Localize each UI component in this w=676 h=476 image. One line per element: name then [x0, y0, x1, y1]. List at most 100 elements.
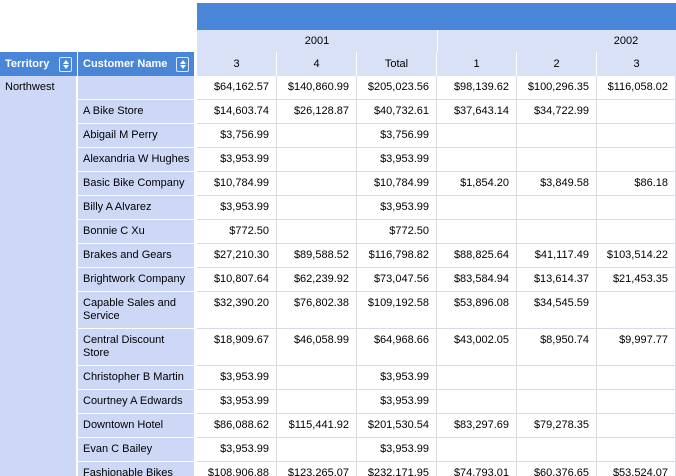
table-row: Central Discount Store $18,909.67 $46,058.…: [78, 329, 676, 366]
year-label: 2002: [613, 34, 639, 47]
value-cell: [277, 172, 357, 196]
header-gap: [194, 52, 197, 76]
value-cell: $3,953.99: [357, 196, 437, 220]
value-cell: [277, 438, 357, 462]
row-gap: [194, 172, 197, 196]
value-cell: $83,297.69: [437, 414, 517, 438]
value-cell: [277, 196, 357, 220]
customer-name-cell: Christopher B Martin: [78, 366, 194, 390]
column-header-q3-2001: 3: [197, 52, 277, 76]
customer-name-cell: Bonnie C Xu: [78, 220, 194, 244]
value-cell: $3,953.99: [197, 390, 277, 414]
value-cell: $40,732.61: [357, 100, 437, 124]
value-cell: $3,756.99: [357, 124, 437, 148]
value-cell: $79,278.35: [517, 414, 597, 438]
row-gap: [194, 220, 197, 244]
value-cell: [517, 390, 597, 414]
value-cell: $60,376.65: [517, 462, 597, 476]
value-cell: [597, 414, 676, 438]
value-cell: [437, 390, 517, 414]
sort-asc-icon: [179, 59, 186, 64]
value-cell: $1,854.20: [437, 172, 517, 196]
value-cell: $18,909.67: [197, 329, 277, 366]
row-gap: [194, 438, 197, 462]
sort-updown-icon[interactable]: [59, 56, 72, 72]
value-cell: $3,953.99: [197, 148, 277, 172]
value-cell: [597, 438, 676, 462]
territory-header-label: Territory: [5, 58, 50, 70]
value-cell: $86.18: [597, 172, 676, 196]
row-gap: [194, 329, 197, 366]
value-cell: $100,296.35: [517, 76, 597, 100]
value-cell: [437, 148, 517, 172]
value-cell: $10,807.64: [197, 268, 277, 292]
table-row: Billy A Alvarez $3,953.99 $3,953.99: [78, 196, 676, 220]
value-cell: [517, 220, 597, 244]
row-gap: [194, 414, 197, 438]
value-cell: $3,953.99: [197, 196, 277, 220]
customer-name-cell: Downtown Hotel: [78, 414, 194, 438]
value-cell: $64,968.66: [357, 329, 437, 366]
value-cell: $3,953.99: [357, 366, 437, 390]
value-cell: $8,950.74: [517, 329, 597, 366]
customer-name-cell: Brakes and Gears: [78, 244, 194, 268]
table-row: Downtown Hotel $86,088.62 $115,441.92 $201,…: [78, 414, 676, 438]
value-cell: [277, 124, 357, 148]
sort-desc-icon: [62, 64, 69, 69]
value-cell: $140,860.99: [277, 76, 357, 100]
year-header-2002: 2002: [437, 30, 676, 52]
table-row: Bonnie C Xu $772.50 $772.50: [78, 220, 676, 244]
value-cell: [277, 390, 357, 414]
value-cell: [597, 366, 676, 390]
sort-desc-icon: [179, 64, 186, 69]
customer-name-cell: Alexandria W Hughes: [78, 148, 194, 172]
value-cell: $232,171.95: [357, 462, 437, 476]
customer-name-cell: A Bike Store: [78, 100, 194, 124]
column-header-q2-2002: 2: [517, 52, 597, 76]
value-cell: $32,390.20: [197, 292, 277, 329]
row-gap: [194, 196, 197, 220]
value-cell: $116,798.82: [357, 244, 437, 268]
year-label: 2001: [304, 34, 330, 47]
row-gap: [194, 366, 197, 390]
column-group-bar: [197, 3, 676, 30]
value-cell: $201,530.54: [357, 414, 437, 438]
value-cell: [597, 100, 676, 124]
value-cell: $34,722.99: [517, 100, 597, 124]
row-gap: [194, 268, 197, 292]
value-cell: $3,953.99: [197, 438, 277, 462]
customer-name-cell: [78, 76, 194, 100]
table-row: Abigail M Perry $3,756.99 $3,756.99: [78, 124, 676, 148]
table-row: Basic Bike Company $10,784.99 $10,784.99 $1…: [78, 172, 676, 196]
value-cell: $83,584.94: [437, 268, 517, 292]
value-cell: $108,906.88: [197, 462, 277, 476]
year-header-2001: 2001: [197, 30, 437, 52]
value-cell: $73,047.56: [357, 268, 437, 292]
value-cell: $3,756.99: [197, 124, 277, 148]
value-cell: [517, 124, 597, 148]
value-cell: $41,117.49: [517, 244, 597, 268]
value-cell: [277, 220, 357, 244]
matrix-body: Northwest $64,162.57 $140,860.99 $205,023.…: [0, 76, 676, 476]
customer-name-cell: Central Discount Store: [78, 329, 194, 366]
row-gap: [194, 76, 197, 100]
value-cell: [277, 366, 357, 390]
customer-name-header-label: Customer Name: [83, 58, 168, 70]
value-cell: $3,849.58: [517, 172, 597, 196]
row-gap: [194, 292, 197, 329]
table-row: Alexandria W Hughes $3,953.99 $3,953.99: [78, 148, 676, 172]
sort-updown-icon[interactable]: [176, 56, 189, 72]
value-cell: $74,793.01: [437, 462, 517, 476]
value-cell: $115,441.92: [277, 414, 357, 438]
column-header-q1-2002: 1: [437, 52, 517, 76]
value-cell: $64,162.57: [197, 76, 277, 100]
value-cell: $103,514.22: [597, 244, 676, 268]
value-cell: $43,002.05: [437, 329, 517, 366]
territory-column-header: Territory: [0, 52, 78, 76]
customer-name-cell: Fashionable Bikes and Accessories: [78, 462, 194, 476]
value-cell: $13,614.37: [517, 268, 597, 292]
table-row: Brakes and Gears $27,210.30 $89,588.52 $116…: [78, 244, 676, 268]
value-cell: [597, 292, 676, 329]
value-cell: $10,784.99: [197, 172, 277, 196]
